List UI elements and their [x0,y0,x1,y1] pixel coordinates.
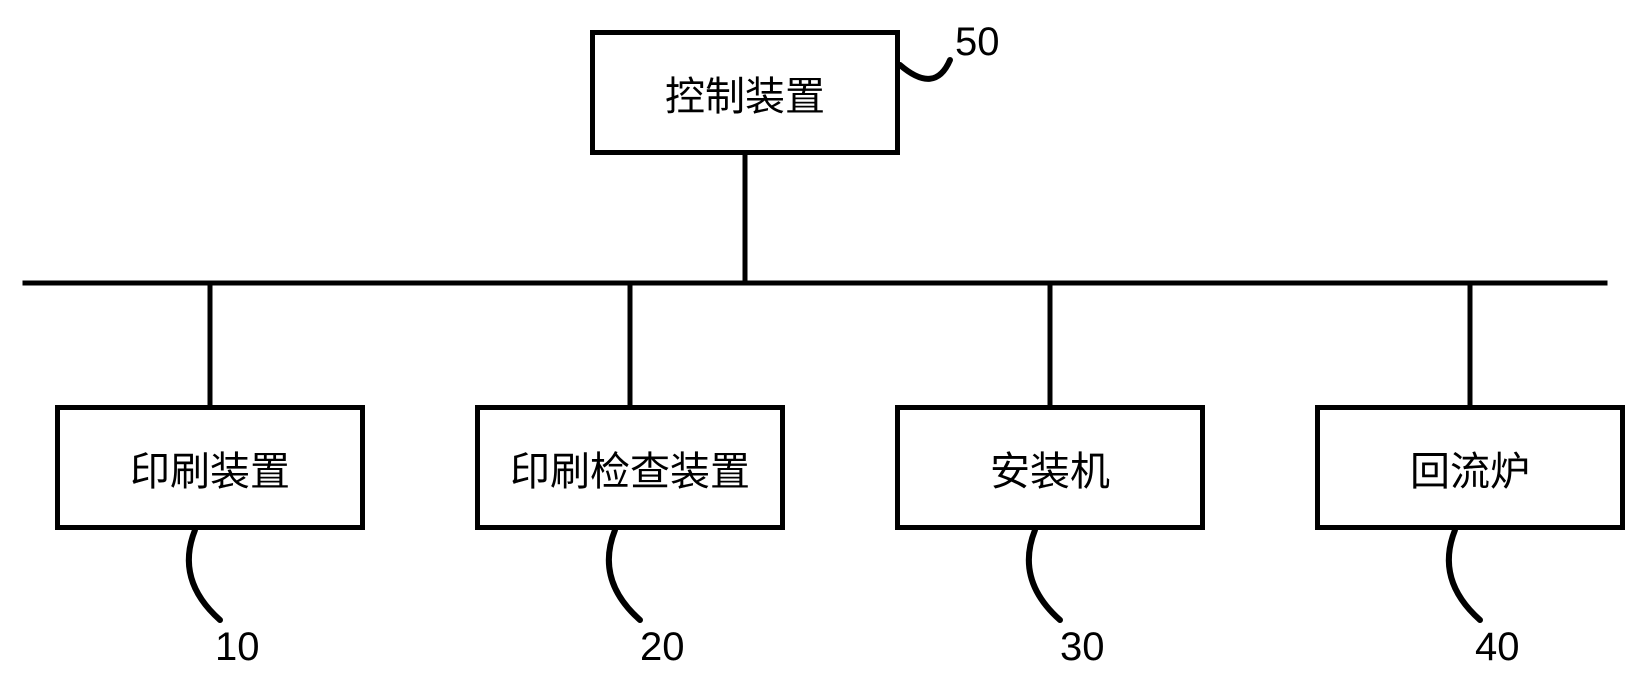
node-controller-label: 控制装置 [665,64,825,122]
node-inspection: 印刷检查装置 [475,405,785,530]
ref-label-10: 10 [215,625,260,670]
node-mounter: 安装机 [895,405,1205,530]
node-inspection-label: 印刷检查装置 [510,439,750,497]
node-controller: 控制装置 [590,30,900,155]
ref-label-30: 30 [1060,625,1105,670]
node-printer-label: 印刷装置 [130,439,290,497]
ref-label-top: 50 [955,20,1000,65]
node-reflow: 回流炉 [1315,405,1625,530]
node-reflow-label: 回流炉 [1410,439,1530,497]
ref-label-40: 40 [1475,625,1520,670]
diagram-canvas: 控制装置 50 印刷装置 印刷检查装置 安装机 回流炉 10 20 30 40 [0,0,1631,698]
ref-label-20: 20 [640,625,685,670]
node-mounter-label: 安装机 [990,439,1110,497]
node-printer: 印刷装置 [55,405,365,530]
